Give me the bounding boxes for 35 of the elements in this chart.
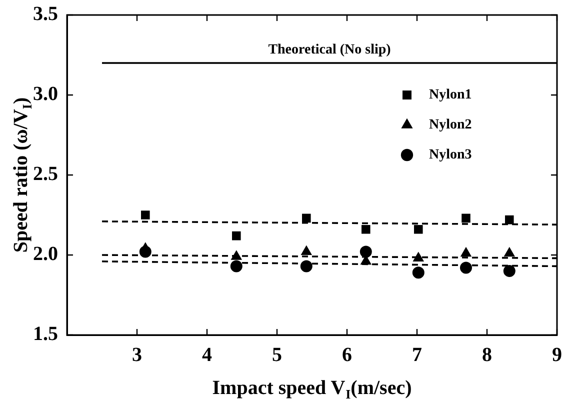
point: [462, 214, 470, 223]
legend-label: Nylon2: [429, 118, 472, 133]
legend-label: Nylon1: [429, 88, 472, 103]
x-tick-label: 5: [272, 344, 282, 366]
series-label: Theoretical (No slip): [268, 42, 392, 58]
point: [302, 214, 311, 223]
point: [360, 246, 372, 258]
y-tick-label: 3.0: [33, 83, 58, 106]
point: [460, 262, 472, 274]
x-tick-label: 4: [202, 344, 212, 366]
y-axis-title: Speed ratio (ω/VI): [10, 97, 34, 253]
point: [460, 247, 472, 257]
point: [503, 265, 516, 277]
point: [505, 215, 514, 224]
point: [230, 260, 242, 272]
y-tick-label: 2.5: [33, 163, 58, 186]
x-tick-label: 9: [552, 344, 562, 366]
x-tick-label: 6: [342, 344, 352, 366]
point: [412, 266, 424, 279]
x-tick-label: 7: [412, 344, 422, 366]
y-tick-label: 2.0: [33, 243, 58, 266]
y-tick-label: 1.5: [33, 323, 58, 346]
point: [300, 260, 312, 272]
point: [301, 246, 312, 256]
point: [413, 252, 424, 262]
point: [231, 250, 242, 260]
point: [141, 210, 150, 220]
point: [504, 247, 515, 257]
x-tick-label: 3: [132, 344, 142, 366]
point: [362, 225, 370, 234]
point: [414, 225, 423, 234]
point: [232, 231, 241, 240]
y-tick-label: 3.5: [33, 3, 58, 26]
legend-label: Nylon3: [429, 148, 472, 163]
x-tick-label: 8: [482, 344, 492, 366]
